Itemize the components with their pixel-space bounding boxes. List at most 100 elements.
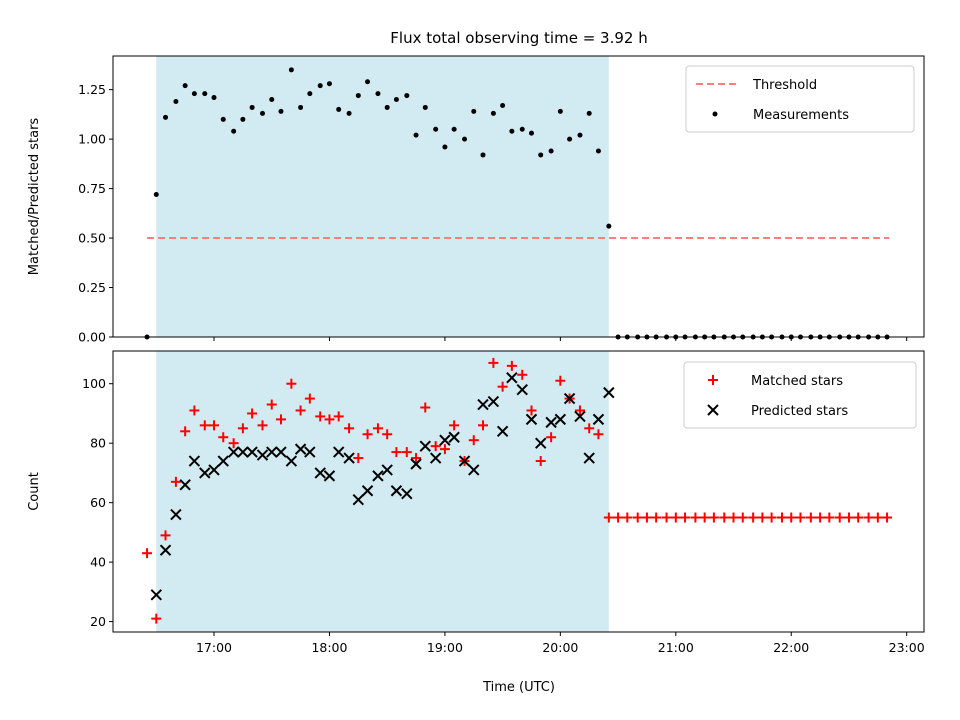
predicted-star-point (429, 452, 442, 464)
xtick-label: 20:00 (542, 640, 578, 655)
matched-star-point (344, 423, 355, 434)
matched-star-point (699, 512, 710, 523)
measurement-point (471, 108, 477, 114)
measurement-point (317, 83, 323, 89)
matched-star-point (613, 512, 624, 523)
predicted-star-point (227, 446, 240, 458)
predicted-star-point (592, 413, 605, 426)
predicted-star-point (535, 437, 547, 449)
predicted-star-point (266, 446, 278, 458)
measurement-point (480, 152, 486, 158)
predicted-star-point (390, 485, 403, 497)
predicted-star-point (314, 467, 326, 479)
measurement-point (557, 108, 563, 114)
top-axis-ticks: 0.00 0.25 0.50 0.75 1.00 1.25 (78, 82, 908, 345)
matched-star-point (853, 512, 864, 523)
measurement-point (404, 93, 410, 99)
matched-star-point (488, 357, 499, 368)
predicted-star-point (159, 544, 172, 556)
matched-star-point (661, 512, 672, 523)
predicted-star-point (372, 470, 384, 482)
predicted-star-point (332, 446, 345, 458)
bottom-panel: 20 40 60 80 100 17:00 18:00 19:00 20:00 21:00 22:0… (27, 350, 925, 695)
matched-star-point (275, 414, 286, 425)
matched-star-point (680, 512, 691, 523)
xtick-label: 22:00 (773, 640, 809, 655)
bottom-legend-box (683, 361, 917, 429)
matched-star-point (517, 369, 528, 380)
matched-star-point (324, 414, 335, 425)
predicted-star-point (237, 446, 249, 458)
matched-star-point (651, 512, 662, 523)
predicted-star-point (574, 410, 586, 423)
legend-measurements-swatch (712, 111, 718, 117)
predicted-star-point (304, 446, 316, 458)
top-ytick-label: 0.50 (78, 231, 106, 246)
bot-ytick-label: 20 (90, 614, 106, 629)
measurement-point (240, 116, 246, 122)
matched-star-point (603, 512, 614, 523)
measurement-point (298, 104, 304, 110)
bottom-legend: Matched stars Predicted stars (683, 361, 917, 429)
matched-star-point (863, 512, 874, 523)
predicted-star-point (563, 392, 576, 405)
matched-star-point (805, 512, 816, 523)
matched-star-point (593, 429, 604, 440)
matched-star-point (766, 512, 777, 523)
matched-star-point (304, 393, 315, 404)
legend-measurements-label: Measurements (753, 108, 849, 123)
measurement-point (249, 104, 255, 110)
legend-x-marker (707, 404, 719, 416)
matched-star-point (468, 435, 479, 446)
xtick-label: 21:00 (658, 640, 694, 655)
predicted-star-point (323, 470, 336, 482)
predicted-star-point (150, 589, 162, 601)
measurement-point (462, 136, 468, 142)
predicted-star-point (419, 440, 431, 452)
matched-star-point (632, 512, 643, 523)
predicted-star-point (188, 455, 201, 467)
predicted-star-point (477, 398, 489, 411)
measurement-point (346, 110, 352, 116)
predicted-star-point (275, 446, 287, 458)
predicted-star-point (246, 446, 258, 458)
matched-star-point (882, 512, 893, 523)
matched-star-point (574, 405, 585, 416)
top-legend-box (685, 65, 915, 133)
matched-star-point (641, 512, 652, 523)
count-points (142, 357, 893, 624)
top-ytick-label: 0.25 (78, 280, 106, 295)
matched-star-point (333, 411, 344, 422)
measurement-point (500, 102, 506, 108)
matched-star-point (439, 444, 450, 455)
bot-ytick-label: 60 (90, 495, 106, 510)
matched-star-point (555, 375, 566, 386)
bot-ytick-label: 80 (90, 436, 106, 451)
measurement-point (173, 99, 179, 105)
measurement-point (231, 128, 237, 134)
legend-matched-label: Matched stars (751, 374, 843, 389)
matched-star-point (362, 429, 373, 440)
legend-plus-marker (708, 375, 718, 385)
matched-star-point (584, 423, 595, 434)
matched-star-point (372, 423, 383, 434)
measurement-point (577, 132, 583, 138)
matched-star-point (535, 456, 546, 467)
predicted-star-point (458, 455, 471, 467)
measurements-points (144, 67, 890, 340)
matched-star-point (382, 429, 393, 440)
top-plot-frame (112, 55, 925, 338)
matched-star-point (151, 613, 162, 624)
matched-star-point (295, 405, 306, 416)
matched-star-point (622, 512, 633, 523)
measurement-point (490, 110, 496, 116)
predicted-star-point (256, 449, 269, 461)
matched-star-point (786, 512, 797, 523)
measurement-point (375, 91, 381, 97)
matched-star-point (670, 512, 681, 523)
predicted-star-point (468, 464, 480, 476)
matched-star-point (142, 548, 153, 559)
predicted-star-point (217, 455, 229, 467)
bottom-plot-frame (112, 350, 925, 633)
predicted-star-point (583, 452, 595, 464)
